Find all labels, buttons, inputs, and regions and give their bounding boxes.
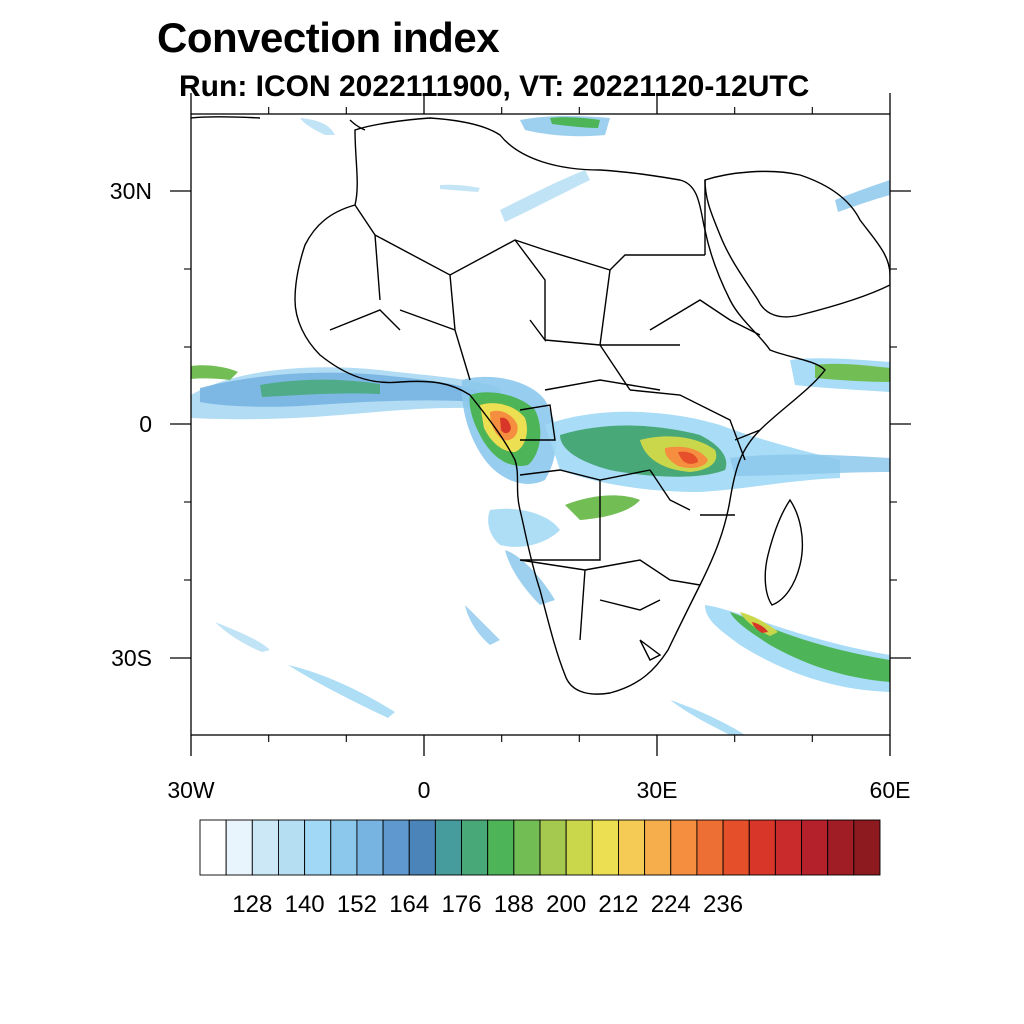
colorbar-box-23 <box>801 819 829 876</box>
colorbar-label-2: 152 <box>337 891 377 918</box>
lon-major-ticks <box>190 93 891 756</box>
field-north-1 <box>500 170 590 222</box>
colorbar-box-8 <box>408 819 436 876</box>
colorbar-label-8: 224 <box>651 891 691 918</box>
field-sa-streak-3 <box>465 605 500 645</box>
convection-field <box>191 115 890 735</box>
colorbar-box-15 <box>591 819 619 876</box>
colorbar-box-14 <box>565 819 593 876</box>
colorbar-box-19 <box>696 819 724 876</box>
colorbar-label-4: 176 <box>442 891 482 918</box>
colorbar-label-9: 236 <box>703 891 743 918</box>
arabia-coastline <box>704 170 890 318</box>
field-sa-streak-4 <box>288 665 395 718</box>
colorbar-box-10 <box>461 819 489 876</box>
colorbar-box-0 <box>199 819 227 876</box>
colorbar-box-7 <box>382 819 410 876</box>
field-atlantic-green <box>260 379 380 397</box>
colorbar-box-18 <box>670 819 698 876</box>
field-north-top <box>300 118 335 135</box>
coastlines <box>191 116 890 695</box>
colorbar-box-9 <box>434 819 462 876</box>
chart-title: Convection index <box>157 14 500 61</box>
field-arabia <box>835 180 890 212</box>
colorbar-box-2 <box>251 819 279 876</box>
colorbar-label-6: 200 <box>546 891 586 918</box>
field-east-red <box>678 451 698 464</box>
colorbar-box-24 <box>827 819 855 876</box>
field-north-med-green <box>550 117 600 128</box>
field-sa-streak-5 <box>215 622 270 652</box>
colorbar-label-1: 140 <box>285 891 325 918</box>
minor-ticks <box>184 107 897 742</box>
colorbar-box-21 <box>748 819 776 876</box>
colorbar-box-16 <box>618 819 646 876</box>
colorbar-label-3: 164 <box>389 891 429 918</box>
lon-tick-label-2: 30E <box>637 777 678 803</box>
chart-subtitle: Run: ICON 2022111900, VT: 20221120-12UTC <box>179 70 810 103</box>
field-westcoast-green <box>191 365 238 380</box>
lat-tick-label-0: 30N <box>110 178 152 204</box>
madagascar-coastline <box>764 498 804 606</box>
field-congo-red <box>500 417 511 434</box>
colorbar-box-5 <box>330 819 358 876</box>
colorbar-box-13 <box>539 819 567 876</box>
colorbar-box-4 <box>304 819 332 876</box>
lat-major-ticks <box>170 190 911 659</box>
field-sa-streak-6 <box>670 700 745 735</box>
colorbar-box-1 <box>225 819 253 876</box>
field-swio-red <box>752 622 768 633</box>
field-north-2 <box>440 184 480 192</box>
colorbar-box-25 <box>853 819 881 876</box>
colorbar-box-20 <box>722 819 750 876</box>
africa-coastline <box>294 117 826 695</box>
lon-tick-label-1: 0 <box>418 777 431 803</box>
lat-tick-label-2: 30S <box>111 645 152 671</box>
field-sa-streak-2 <box>505 550 555 605</box>
colorbar-label-5: 188 <box>494 891 534 918</box>
colorbar-box-17 <box>644 819 672 876</box>
iberia-coastline <box>191 116 366 131</box>
field-horn-green <box>815 363 890 382</box>
field-swio-yellow <box>740 612 778 636</box>
lat-tick-label-1: 0 <box>139 411 152 437</box>
field-east-tail <box>730 454 890 476</box>
colorbar-label-7: 212 <box>598 891 638 918</box>
lon-tick-label-3: 60E <box>870 777 911 803</box>
colorbar-box-11 <box>487 819 515 876</box>
colorbar-box-22 <box>774 819 802 876</box>
field-sa-green-1 <box>565 495 640 520</box>
border-lines <box>329 180 761 661</box>
lon-tick-label-0: 30W <box>167 777 215 803</box>
colorbar-box-12 <box>513 819 541 876</box>
colorbar <box>199 819 881 876</box>
colorbar-box-3 <box>278 819 306 876</box>
colorbar-box-6 <box>356 819 384 876</box>
colorbar-label-0: 128 <box>232 891 272 918</box>
colorbar-labels: 128 140 152 164 176 188 200 212 224 236 <box>232 891 743 918</box>
